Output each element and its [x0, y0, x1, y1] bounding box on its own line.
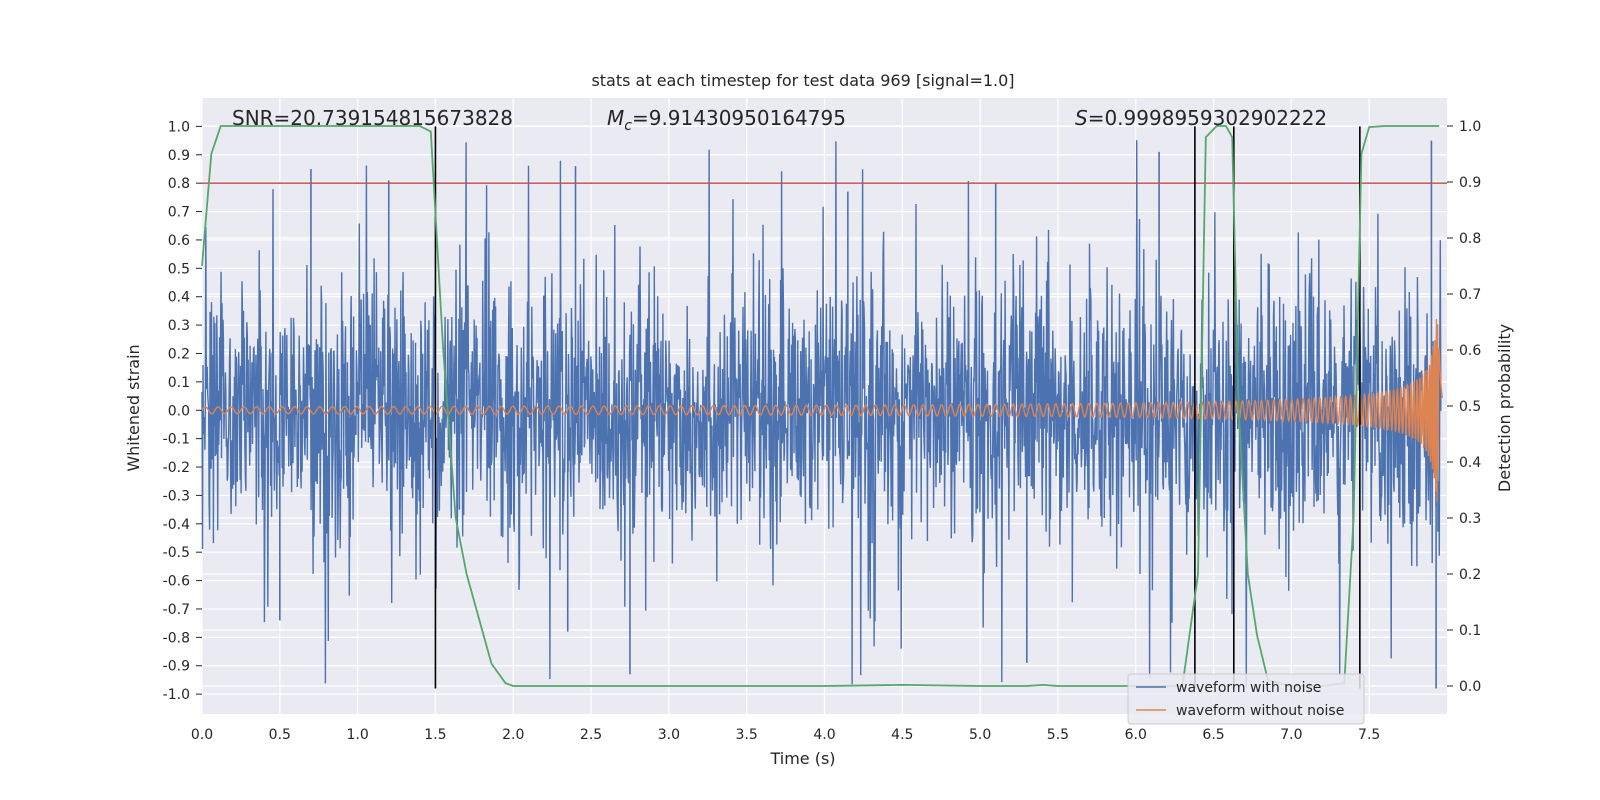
x-tick-label: 1.0 [346, 727, 368, 743]
chirp-mass-symbol: M [607, 106, 624, 130]
s-annotation: S=0.9998959302902222 [1075, 106, 1327, 130]
y2-axis-ticks: 0.0 0.1 0.2 0.3 0.4 0.5 0.6 0.7 0.8 0.9 1.0 [1447, 119, 1481, 695]
y-tick-label: 0.1 [168, 375, 190, 391]
x-axis-label: Time (s) [769, 749, 835, 768]
y-tick-label: -1.0 [163, 687, 190, 703]
x-tick-label: 3.5 [736, 727, 758, 743]
y-tick-label: -0.6 [163, 574, 190, 590]
x-tick-label: 2.0 [502, 727, 524, 743]
y2-tick-label: 0.3 [1459, 511, 1481, 527]
x-axis-ticks: 0.0 0.5 1.0 1.5 2.0 2.5 3.0 3.5 4.0 4.5 5.0 5.5 6.0 6… [191, 727, 1380, 743]
waveform-without-noise-line [201, 318, 1443, 502]
y-tick-label: -0.9 [163, 659, 190, 675]
x-tick-label: 0.5 [269, 727, 291, 743]
y2-tick-label: 0.0 [1459, 679, 1481, 695]
x-tick-label: 5.5 [1047, 727, 1069, 743]
chirp-mass-annotation: Mc=9.91430950164795 [607, 106, 846, 134]
s-symbol: S [1075, 106, 1088, 130]
x-tick-label: 6.0 [1125, 727, 1147, 743]
y-tick-label: 0.2 [168, 346, 190, 362]
x-tick-label: 3.0 [658, 727, 680, 743]
y-tick-label: -0.4 [163, 517, 190, 533]
legend-label-noise: waveform with noise [1176, 680, 1321, 696]
legend: waveform with noise waveform without noi… [1127, 673, 1365, 725]
chirp-mass-value: =9.91430950164795 [632, 106, 846, 130]
y-tick-label: 0.9 [168, 148, 190, 164]
x-tick-label: 4.0 [813, 727, 835, 743]
y-tick-label: -0.8 [163, 630, 190, 646]
y-tick-label: -0.1 [163, 432, 190, 448]
x-tick-label: 5.0 [969, 727, 991, 743]
y2-tick-label: 0.4 [1459, 455, 1481, 471]
x-tick-label: 0.0 [191, 727, 213, 743]
y-tick-label: 0.8 [168, 176, 190, 192]
y2-tick-label: 0.7 [1459, 287, 1481, 303]
x-tick-label: 6.5 [1202, 727, 1224, 743]
legend-box [1127, 673, 1365, 725]
y2-tick-label: 0.1 [1459, 623, 1481, 639]
y-tick-label: -0.7 [163, 602, 190, 618]
y2-tick-label: 0.5 [1459, 399, 1481, 415]
x-tick-label: 1.5 [424, 727, 446, 743]
y-axis-label: Whitened strain [124, 344, 143, 471]
y2-tick-label: 0.9 [1459, 175, 1481, 191]
series-waveform-without-noise [201, 318, 1443, 502]
legend-label-clean: waveform without noise [1176, 703, 1344, 719]
y-axis-ticks: -1.0 -0.9 -0.8 -0.7 -0.6 -0.5 -0.4 -0.3 -0.2 -0.1… [163, 119, 202, 703]
chart-title: stats at each timestep for test data 969… [591, 71, 1014, 90]
s-value: =0.9998959302902222 [1088, 106, 1327, 130]
y-tick-label: -0.3 [163, 488, 190, 504]
y2-tick-label: 0.6 [1459, 343, 1481, 359]
y-tick-label: 0.7 [168, 205, 190, 221]
y-tick-label: -0.5 [163, 545, 190, 561]
y-tick-label: 0.3 [168, 318, 190, 334]
x-tick-label: 7.0 [1280, 727, 1302, 743]
x-tick-label: 4.5 [891, 727, 913, 743]
y2-axis-label: Detection probability [1495, 324, 1514, 492]
y-tick-label: 0.6 [168, 233, 190, 249]
y2-tick-label: 0.2 [1459, 567, 1481, 583]
snr-annotation: SNR=20.739154815673828 [232, 106, 513, 130]
y2-tick-label: 0.8 [1459, 231, 1481, 247]
y-tick-label: -0.2 [163, 460, 190, 476]
y-tick-label: 0.5 [168, 261, 190, 277]
chirp-mass-subscript: c [624, 118, 632, 134]
y-tick-label: 0.0 [168, 403, 190, 419]
x-tick-label: 7.5 [1358, 727, 1380, 743]
y2-tick-label: 1.0 [1459, 119, 1481, 135]
y-tick-label: 1.0 [168, 119, 190, 135]
y-tick-label: 0.4 [168, 290, 190, 306]
x-tick-label: 2.5 [580, 727, 602, 743]
